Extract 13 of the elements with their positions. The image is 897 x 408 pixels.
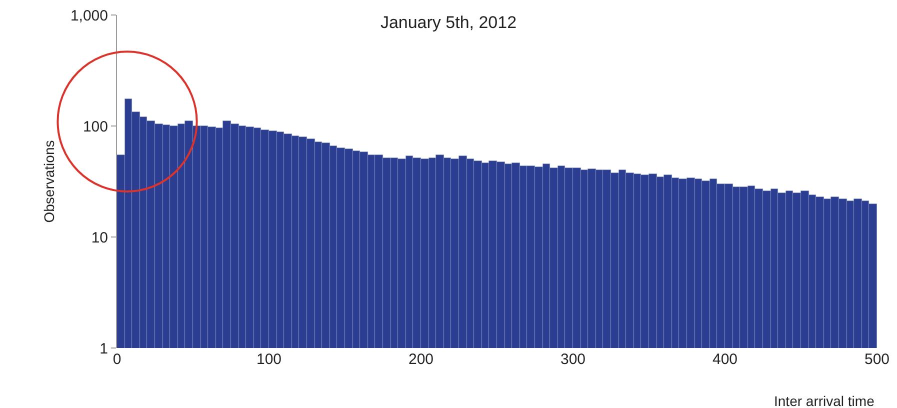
x-axis-title: Inter arrival time (774, 393, 875, 408)
x-tick-label: 500 (864, 351, 890, 368)
x-tick-label: 300 (560, 351, 586, 368)
x-tick-label: 100 (256, 351, 282, 368)
x-tick-label: 0 (112, 351, 122, 368)
y-tick-label: 1,000 (70, 7, 108, 24)
x-tick-label: 200 (408, 351, 434, 368)
y-tick-label: 1 (100, 340, 108, 358)
y-tick-label: 100 (82, 118, 108, 136)
chart-title: January 5th, 2012 (380, 13, 517, 32)
x-tick-label: 400 (712, 351, 738, 368)
y-axis-title: Observations (41, 140, 58, 223)
y-tick-label: 10 (91, 229, 108, 246)
